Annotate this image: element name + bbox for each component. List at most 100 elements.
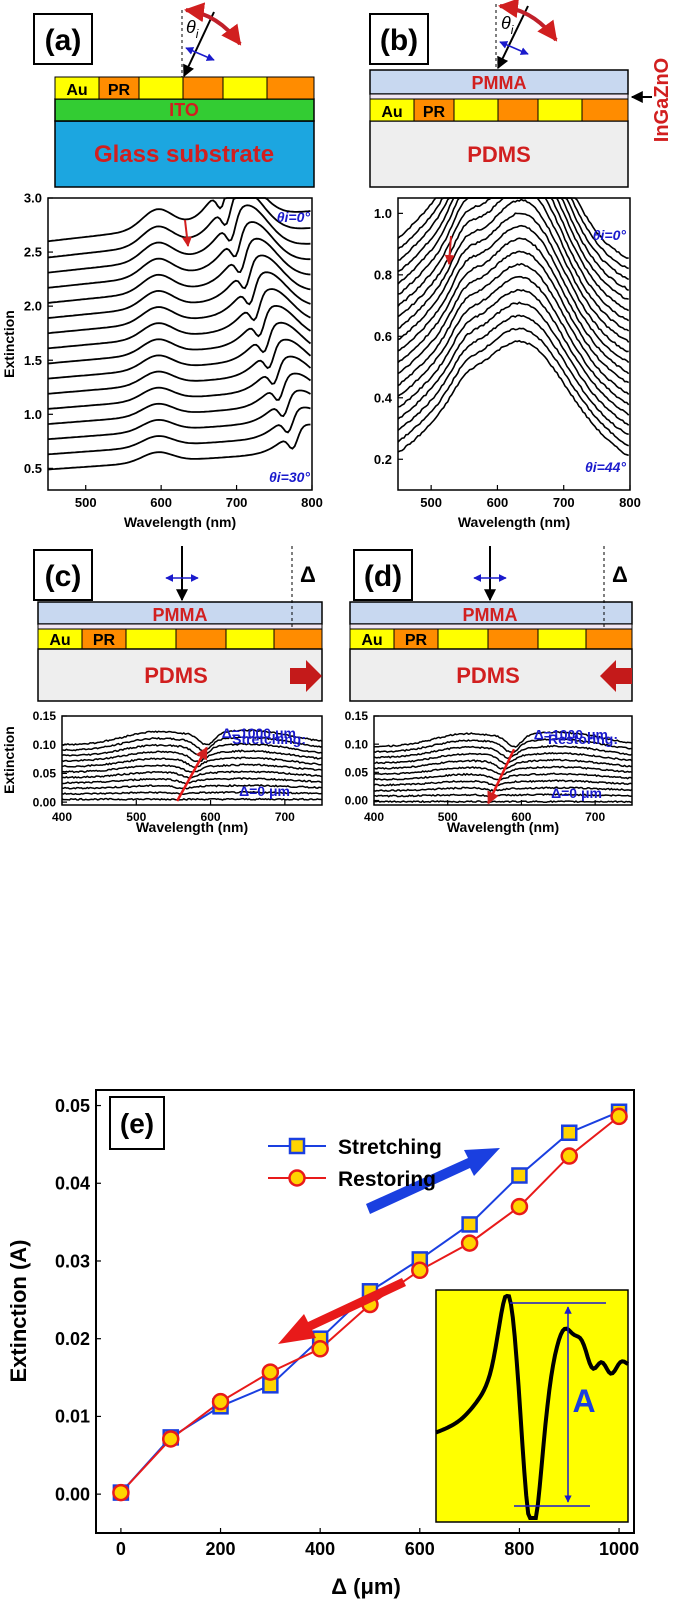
panel-d-tag: (d): [364, 560, 402, 593]
chart-a-ylabel: Extinction: [1, 310, 17, 378]
point-restoring: [261, 1363, 280, 1381]
y-tick-label: 3.0: [24, 191, 42, 206]
inset-curve: [435, 1293, 630, 1520]
y-tick-label: 2.0: [24, 299, 42, 314]
y-tick-label: 0.05: [345, 766, 369, 780]
glass-substrate-layer: [54, 120, 315, 188]
au-label-d: Au: [361, 632, 382, 649]
y-tick-label: 1.0: [374, 206, 392, 221]
chart-a-curve: [47, 271, 311, 335]
chart-d-annot-bottom: Δ=0 μm: [551, 785, 602, 801]
x-tick-label: 800: [619, 495, 641, 510]
chart-a-curve: [47, 204, 311, 274]
point-restoring: [610, 1107, 628, 1126]
chart-b-curve: [397, 301, 630, 426]
chart-d-annot-top: Δ=1000 μm: [534, 727, 608, 743]
inset-a-label: A: [572, 1383, 595, 1419]
chart-c-frame: [61, 715, 323, 806]
y-tick-label: 0.03: [55, 1251, 90, 1271]
chart-a-curve: [47, 288, 311, 350]
chart-b-dip-arrow: [444, 235, 455, 265]
chart-c-curve: [61, 770, 323, 779]
chart-b-curve: [397, 250, 630, 384]
panel-c-tag: (c): [45, 560, 82, 593]
au-label-c: Au: [49, 632, 70, 649]
chart-c-curve: [62, 783, 323, 790]
chart-d-curve: [373, 751, 633, 765]
point-restoring: [311, 1340, 329, 1358]
point-stretching: [511, 1167, 528, 1184]
chart-c-curve: [61, 790, 323, 796]
chart-a-curve: [47, 197, 311, 259]
chart-a-curve: [47, 304, 311, 365]
y-tick-label: 0.5: [24, 461, 42, 476]
pdms-label-d: PDMS: [456, 663, 520, 688]
y-tick-label: 0.4: [374, 390, 393, 405]
chart-b-curve: [397, 197, 630, 292]
chart-c-curve: [61, 756, 323, 768]
chart-b-curve: [397, 314, 629, 436]
chart-a-curve: [47, 221, 311, 289]
chart-a-curve: [47, 406, 311, 456]
theta-label-b: θi: [501, 13, 514, 37]
chart-b-annot-top: θi=0°: [593, 227, 627, 243]
chart-d: 400 500 600 700 0.00 0.05 0.10 0.15 Wavelength …: [345, 709, 633, 835]
x-tick-label: 400: [364, 810, 384, 824]
x-tick-label: 800: [301, 495, 323, 510]
chart-b-annot-bottom: θi=44°: [585, 459, 626, 475]
chart-a-curve: [47, 197, 311, 243]
chart-d-curve: [373, 786, 633, 793]
chart-b-curve: [397, 212, 629, 353]
chart-a-curve: [47, 237, 311, 304]
stretching-trend-arrow: [366, 1148, 500, 1214]
inset-box: [435, 1289, 629, 1523]
chart-e-series: [112, 1103, 628, 1502]
chart-d-annot-title: Restoring:: [548, 731, 618, 747]
chart-b-curve: [397, 224, 630, 364]
chart-c-curve: [61, 736, 323, 752]
y-tick-label: 0.05: [33, 767, 57, 781]
x-tick-label: 500: [438, 810, 458, 824]
chart-b-curve: [397, 275, 630, 406]
chart-e-ylabel: Extinction (A): [6, 1240, 31, 1383]
glass-substrate-label: Glass substrate: [94, 141, 274, 168]
chart-c-xlabel: Wavelength (nm): [136, 819, 248, 835]
chart-c-curve: [61, 749, 323, 763]
y-tick-label: 0.15: [345, 709, 369, 723]
legend-marker-stretching: [288, 1137, 306, 1155]
x-tick-label: 200: [206, 1539, 236, 1559]
au-label-a: Au: [66, 82, 87, 99]
y-tick-label: 0.04: [55, 1174, 90, 1194]
panel-d-tag-box: [353, 549, 413, 601]
legend-label-restoring: Restoring: [338, 1168, 436, 1191]
y-tick-label: 0.15: [33, 709, 57, 723]
chart-a-frame: [47, 197, 313, 491]
x-tick-label: 600: [487, 495, 509, 510]
x-tick-label: 500: [126, 810, 146, 824]
chart-e-frame: [95, 1089, 635, 1534]
chart-c-annot-bottom: Δ=0 μm: [239, 783, 290, 799]
chart-d-curve: [373, 800, 633, 804]
x-tick-label: 600: [150, 495, 172, 510]
rotation-arrow-a: [184, 2, 242, 46]
x-tick-label: 800: [504, 1539, 534, 1559]
chart-d-ticks: 400 500 600 700 0.00 0.05 0.10 0.15: [345, 709, 606, 824]
point-restoring: [411, 1261, 429, 1280]
chart-e: 0 200 400 600 800 1000 0.00 0.01 0.02 0.03 0.04 0.0…: [6, 1089, 639, 1599]
pr-label-d: PR: [405, 632, 428, 649]
chart-a-curve: [47, 355, 312, 410]
chart-d-curves: [373, 730, 633, 804]
chart-a-ticks: 500 600 700 800 0.5 1.0 1.5 2.0 2.5 3.0: [24, 191, 323, 510]
chart-b-curve: [397, 288, 630, 416]
panel-a-tag: (a): [45, 24, 82, 57]
legend-label-stretching: Stretching: [338, 1136, 442, 1159]
grating-layer-d: [349, 628, 633, 650]
point-restoring: [510, 1197, 529, 1216]
delta-label-d: Δ: [612, 562, 628, 587]
grating-layer-c: [37, 628, 323, 650]
panel-e-tag: (e): [120, 1108, 154, 1139]
y-tick-label: 0.00: [55, 1484, 90, 1504]
chart-e-xlabel: Δ (μm): [331, 1574, 401, 1599]
